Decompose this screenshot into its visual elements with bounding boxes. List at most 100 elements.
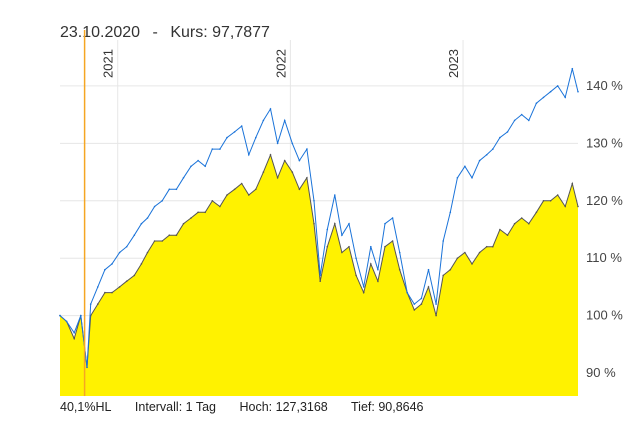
header-date: 23.10.2020: [60, 24, 141, 41]
price-point: [240, 182, 243, 185]
price-point: [341, 251, 343, 254]
price-point: [276, 177, 279, 179]
comparison-line: [59, 67, 579, 369]
price-point: [306, 177, 308, 179]
compare-point: [204, 165, 206, 168]
price-point: [283, 159, 286, 162]
compare-point: [133, 234, 136, 236]
price-point: [334, 222, 336, 225]
compare-point: [226, 136, 228, 139]
compare-point: [59, 314, 61, 317]
footer-low: Tief: 90,8646: [351, 400, 424, 414]
compare-point: [118, 251, 121, 254]
compare-point: [577, 90, 579, 93]
compare-point: [564, 96, 566, 99]
footer-range: 40,1%HL: [60, 400, 112, 414]
footer-high: Hoch: 127,3168: [239, 400, 328, 414]
price-point: [492, 245, 494, 248]
compare-point: [197, 159, 199, 162]
compare-point: [89, 303, 92, 305]
price-point: [362, 291, 365, 294]
price-point: [464, 251, 466, 254]
price-point: [248, 194, 250, 196]
price-point: [111, 291, 113, 294]
compare-point: [248, 154, 250, 156]
compare-series-line: [59, 68, 579, 368]
compare-point: [97, 286, 99, 288]
compare-point: [348, 222, 350, 225]
price-point: [420, 303, 423, 305]
compare-point: [370, 245, 372, 248]
compare-point: [499, 136, 501, 139]
price-point: [269, 154, 272, 156]
chart-header: 23.10.2020 - Kurs: 97,7877: [60, 24, 270, 42]
compare-point: [362, 286, 365, 288]
price-point: [262, 171, 265, 173]
y-tick-label: 120 %: [586, 193, 623, 208]
price-point: [348, 245, 350, 248]
price-point: [175, 234, 178, 236]
price-point: [204, 211, 206, 214]
price-point: [528, 222, 530, 225]
compare-point: [355, 257, 357, 260]
price-point: [577, 205, 579, 208]
price-point: [485, 245, 488, 248]
compare-point: [80, 314, 82, 317]
price-point: [427, 286, 430, 288]
header-price: Kurs: 97,7877: [170, 24, 270, 41]
price-point: [442, 274, 445, 277]
price-point: [506, 234, 509, 236]
y-tick-label: 90 %: [586, 365, 616, 380]
price-point: [161, 240, 163, 242]
x-axis-labels: 2021 2022 2023: [101, 49, 461, 78]
compare-point: [442, 240, 445, 242]
price-point: [73, 337, 75, 340]
x-tick-label: 2021: [101, 49, 116, 78]
price-point: [391, 240, 394, 242]
compare-point: [190, 165, 192, 168]
price-point: [298, 188, 301, 191]
compare-point: [435, 303, 437, 305]
y-tick-label: 100 %: [586, 308, 623, 323]
price-point: [542, 200, 545, 202]
price-point: [384, 245, 386, 248]
compare-point: [298, 159, 301, 162]
y-tick-label: 130 %: [586, 135, 623, 150]
compare-point: [211, 148, 214, 150]
price-point: [319, 280, 322, 283]
price-point: [133, 274, 136, 277]
compare-point: [556, 85, 559, 87]
compare-point: [111, 263, 113, 265]
compare-point: [104, 268, 106, 271]
price-point: [355, 274, 357, 277]
price-point: [520, 217, 523, 219]
compare-point: [291, 142, 294, 145]
compare-point: [262, 119, 265, 122]
price-point: [182, 222, 185, 225]
compare-point: [283, 119, 286, 122]
compare-point: [240, 125, 243, 127]
compare-point: [471, 177, 473, 179]
y-axis-labels: 90 % 100 % 110 % 120 % 130 % 140 %: [586, 78, 623, 380]
compare-point: [140, 222, 143, 225]
compare-point: [255, 136, 257, 139]
price-point: [535, 211, 538, 214]
footer-interval: Intervall: 1 Tag: [134, 400, 216, 414]
compare-point: [73, 332, 75, 334]
compare-point: [182, 177, 185, 179]
compare-point: [398, 251, 401, 254]
compare-point: [276, 142, 279, 145]
compare-point: [86, 366, 88, 369]
compare-point: [313, 200, 315, 202]
y-tick-label: 110 %: [586, 250, 622, 265]
compare-point: [153, 205, 156, 208]
price-point: [190, 217, 192, 219]
price-point: [104, 291, 106, 294]
compare-point: [456, 177, 459, 179]
price-point: [398, 268, 401, 271]
compare-point: [478, 159, 481, 162]
price-point: [413, 309, 416, 311]
price-point: [313, 222, 315, 225]
compare-point: [535, 102, 538, 104]
